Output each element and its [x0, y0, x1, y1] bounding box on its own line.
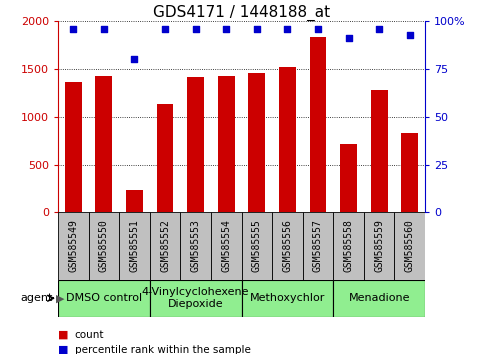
Bar — [58, 280, 150, 317]
Point — [253, 26, 261, 32]
Bar — [218, 76, 235, 212]
Bar — [371, 90, 387, 212]
Text: GSM585560: GSM585560 — [405, 219, 415, 273]
Text: ■: ■ — [58, 330, 69, 339]
Bar — [156, 104, 173, 212]
Text: GSM585558: GSM585558 — [343, 219, 354, 273]
Text: 4-Vinylcyclohexene
Diepoxide: 4-Vinylcyclohexene Diepoxide — [142, 287, 249, 309]
Point — [161, 26, 169, 32]
Bar — [364, 212, 395, 280]
Text: GSM585549: GSM585549 — [68, 219, 78, 273]
Text: GSM585555: GSM585555 — [252, 219, 262, 273]
Text: GSM585550: GSM585550 — [99, 219, 109, 273]
Point — [406, 32, 413, 38]
Text: agent: agent — [21, 293, 53, 303]
Text: count: count — [75, 330, 104, 339]
Bar — [126, 190, 143, 212]
Text: GSM585552: GSM585552 — [160, 219, 170, 273]
Bar — [310, 36, 327, 212]
Bar — [211, 212, 242, 280]
Text: Methoxychlor: Methoxychlor — [250, 293, 325, 303]
Point — [314, 26, 322, 32]
Bar — [333, 212, 364, 280]
Bar — [242, 280, 333, 317]
Bar — [333, 280, 425, 317]
Bar — [401, 133, 418, 212]
Point — [284, 26, 291, 32]
Bar — [242, 212, 272, 280]
Bar — [187, 77, 204, 212]
Bar — [150, 280, 242, 317]
Text: DMSO control: DMSO control — [66, 293, 142, 303]
Bar — [303, 212, 333, 280]
Text: GSM585559: GSM585559 — [374, 219, 384, 273]
Bar — [340, 144, 357, 212]
Bar — [180, 212, 211, 280]
Point — [375, 26, 383, 32]
Text: GSM585553: GSM585553 — [191, 219, 200, 273]
Bar — [150, 212, 180, 280]
Bar — [88, 212, 119, 280]
Bar — [65, 82, 82, 212]
Bar — [96, 76, 112, 212]
Point — [222, 26, 230, 32]
Point — [345, 36, 353, 41]
Text: percentile rank within the sample: percentile rank within the sample — [75, 345, 251, 354]
Bar — [58, 212, 88, 280]
Point — [100, 26, 108, 32]
Text: GSM585551: GSM585551 — [129, 219, 140, 273]
Text: GSM585554: GSM585554 — [221, 219, 231, 273]
Point — [192, 26, 199, 32]
Text: Menadione: Menadione — [348, 293, 410, 303]
Point — [70, 26, 77, 32]
Text: ▶: ▶ — [56, 293, 64, 303]
Bar — [279, 67, 296, 212]
Text: ■: ■ — [58, 345, 69, 354]
Title: GDS4171 / 1448188_at: GDS4171 / 1448188_at — [153, 5, 330, 21]
Text: GSM585556: GSM585556 — [283, 219, 292, 273]
Text: GSM585557: GSM585557 — [313, 219, 323, 273]
Bar — [272, 212, 303, 280]
Bar — [248, 73, 265, 212]
Point — [130, 57, 138, 62]
Bar — [395, 212, 425, 280]
Bar — [119, 212, 150, 280]
